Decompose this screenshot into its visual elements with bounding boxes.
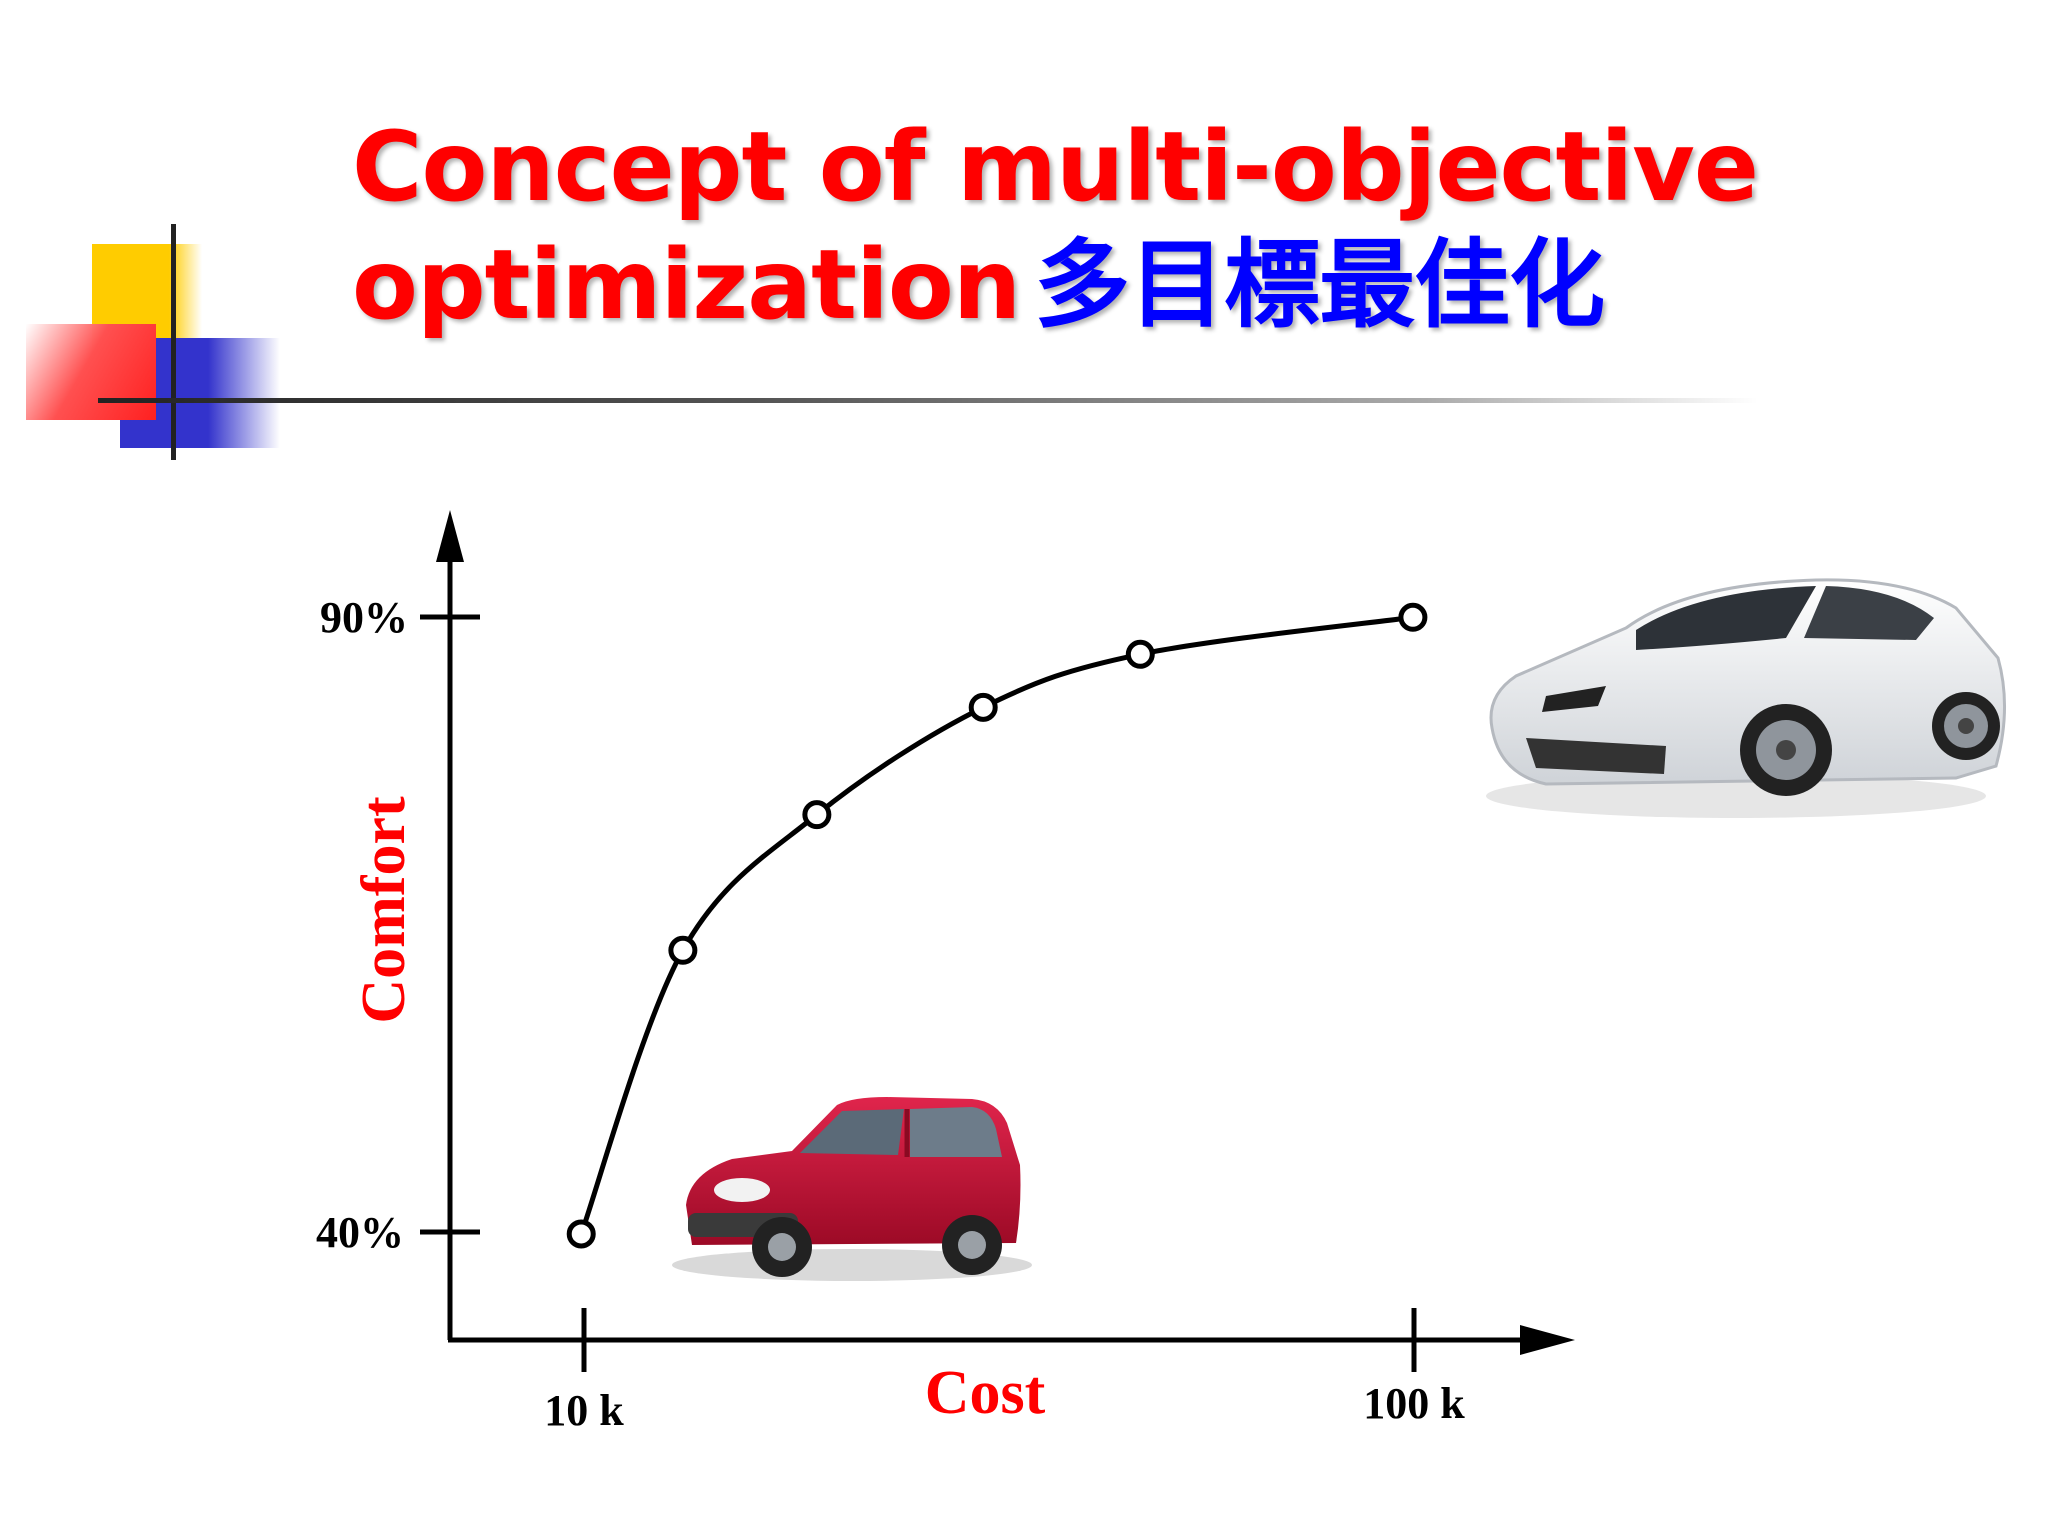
vertical-rule [171, 224, 176, 460]
slide-title: Concept of multi-objective optimization 多… [352, 108, 1912, 344]
data-point-5 [1125, 639, 1155, 669]
y-axis-title: Comfort [350, 796, 418, 1024]
red-gradient-block [26, 324, 156, 420]
horizontal-rule [98, 398, 1758, 403]
x-axis-title: Cost [925, 1359, 1046, 1427]
x-tick-label-10k: 10 k [544, 1386, 624, 1435]
x-axis-arrowhead [1520, 1325, 1575, 1355]
x-tick-label-100k: 100 k [1363, 1379, 1465, 1428]
data-point-3 [802, 800, 832, 830]
y-axis-arrowhead [436, 510, 464, 562]
decorative-corner-graphic [0, 200, 460, 470]
title-line-1: Concept of multi-objective [352, 111, 1759, 223]
red-hatchback-car [672, 1097, 1032, 1281]
data-point-1 [566, 1219, 596, 1249]
title-line-2-chinese: 多目標最佳化 [1034, 229, 1605, 341]
y-tick-label-90: 90% [320, 593, 408, 642]
data-point-2 [668, 935, 698, 965]
comfort-cost-curve [578, 614, 1414, 1235]
data-point-4 [968, 692, 998, 722]
data-point-6 [1398, 602, 1428, 632]
white-sports-car [1486, 578, 2007, 818]
y-tick-label-40: 40% [316, 1208, 404, 1257]
title-line-2-english: optimization [352, 229, 1021, 341]
pareto-front-series [566, 602, 1428, 1249]
